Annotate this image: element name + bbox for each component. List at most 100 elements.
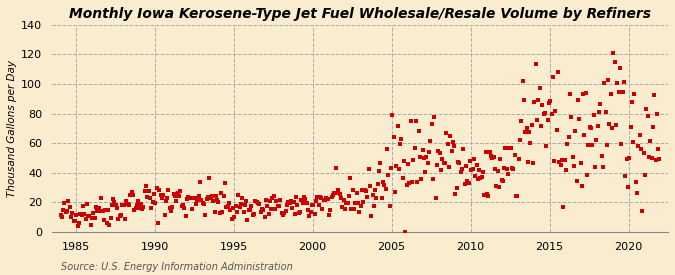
Point — [363, 167, 374, 171]
Point — [252, 201, 263, 205]
Point — [312, 195, 323, 199]
Point — [112, 206, 123, 210]
Point — [272, 204, 283, 209]
Point — [111, 203, 122, 207]
Point — [654, 156, 665, 161]
Point — [418, 156, 429, 160]
Point — [72, 224, 83, 228]
Point — [629, 92, 640, 96]
Point — [538, 112, 549, 116]
Point — [471, 163, 482, 167]
Point — [63, 199, 74, 203]
Point — [373, 182, 383, 186]
Point — [265, 198, 275, 203]
Point — [367, 193, 378, 197]
Point — [204, 176, 215, 180]
Point — [125, 192, 136, 197]
Point — [183, 195, 194, 200]
Point — [605, 92, 616, 97]
Point — [143, 189, 154, 193]
Point — [483, 194, 493, 199]
Point — [396, 136, 407, 141]
Point — [399, 159, 410, 164]
Point — [89, 216, 100, 220]
Point — [226, 217, 237, 221]
Point — [647, 124, 658, 129]
Point — [162, 196, 173, 200]
Point — [122, 202, 133, 207]
Point — [500, 146, 511, 150]
Point — [173, 194, 184, 199]
Point — [431, 163, 442, 167]
Point — [345, 176, 356, 181]
Point — [495, 157, 506, 161]
Point — [244, 208, 255, 213]
Point — [549, 158, 560, 163]
Point — [608, 51, 619, 56]
Point — [263, 211, 274, 216]
Point — [316, 196, 327, 200]
Point — [400, 230, 411, 234]
Point — [387, 112, 398, 117]
Point — [464, 158, 475, 163]
Point — [482, 192, 493, 197]
Point — [101, 221, 112, 225]
Point — [266, 207, 277, 211]
Point — [118, 203, 129, 207]
Point — [518, 97, 529, 102]
Point — [341, 201, 352, 205]
Point — [398, 176, 408, 181]
Point — [533, 98, 544, 102]
Point — [134, 206, 145, 210]
Point — [159, 213, 170, 217]
Point — [586, 125, 597, 130]
Point — [528, 160, 539, 165]
Point — [348, 188, 358, 192]
Point — [531, 62, 541, 67]
Point — [562, 142, 573, 147]
Point — [121, 199, 132, 204]
Point — [237, 196, 248, 200]
Point — [70, 219, 80, 224]
Point — [188, 196, 199, 200]
Point — [355, 204, 366, 208]
Point — [560, 158, 570, 162]
Point — [603, 77, 614, 82]
Point — [370, 188, 381, 193]
Point — [384, 204, 395, 208]
Point — [222, 204, 233, 208]
Point — [535, 86, 545, 90]
Point — [405, 119, 416, 123]
Point — [413, 129, 424, 133]
Point — [232, 210, 242, 214]
Point — [238, 210, 249, 214]
Point — [194, 180, 205, 184]
Point — [155, 192, 166, 197]
Point — [572, 97, 583, 102]
Point — [207, 194, 217, 199]
Point — [502, 167, 512, 171]
Point — [158, 192, 169, 197]
Point — [389, 189, 400, 194]
Point — [284, 200, 295, 205]
Point — [309, 211, 320, 216]
Point — [414, 155, 425, 159]
Point — [388, 135, 399, 139]
Point — [487, 156, 497, 160]
Point — [80, 216, 91, 221]
Point — [340, 207, 350, 211]
Point — [200, 213, 211, 217]
Point — [246, 204, 256, 208]
Point — [319, 197, 329, 202]
Point — [119, 217, 130, 221]
Point — [302, 208, 313, 212]
Point — [251, 200, 262, 204]
Point — [651, 112, 662, 116]
Point — [587, 142, 598, 147]
Point — [510, 152, 520, 157]
Point — [276, 211, 287, 216]
Point — [356, 188, 367, 192]
Point — [547, 74, 558, 79]
Point — [371, 196, 382, 200]
Point — [90, 205, 101, 209]
